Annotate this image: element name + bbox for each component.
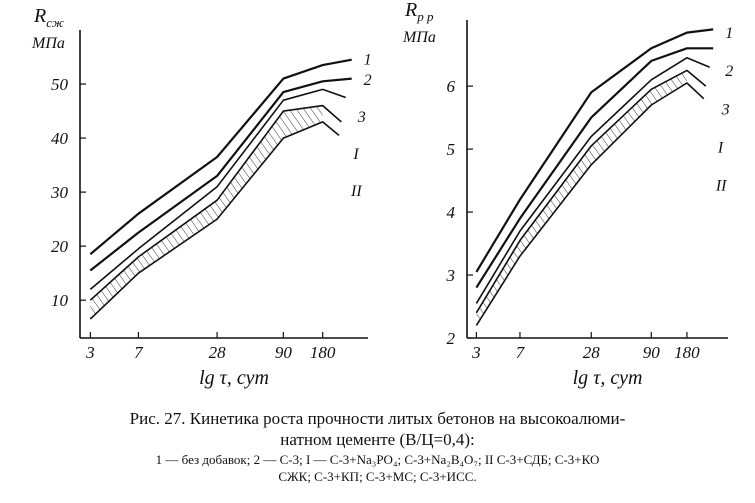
series-label-2: 2 bbox=[725, 63, 733, 80]
hatched-band bbox=[90, 105, 323, 320]
series-line-3 bbox=[89, 88, 346, 291]
y-axis-label: Rсж bbox=[33, 5, 64, 30]
x-tick-label: 180 bbox=[674, 343, 700, 362]
y-tick-label: 2 bbox=[447, 329, 456, 348]
series-label-3: 3 bbox=[721, 101, 730, 118]
series-label-3: 3 bbox=[357, 109, 366, 126]
series-line-II bbox=[89, 121, 340, 320]
x-tick-label: 3 bbox=[85, 343, 95, 362]
y-tick-label: 5 bbox=[447, 140, 456, 159]
y-tick-label: 3 bbox=[446, 266, 456, 285]
x-tick-label: 7 bbox=[134, 343, 144, 362]
y-tick-label: 50 bbox=[51, 75, 69, 94]
series-line-II bbox=[475, 82, 705, 326]
caption-title-line1: Рис. 27. Кинетика роста прочности литых … bbox=[129, 409, 626, 428]
y-tick-label: 40 bbox=[51, 129, 69, 148]
x-tick-label: 28 bbox=[583, 343, 601, 362]
x-axis-label: lg τ, сут bbox=[573, 367, 643, 389]
series-line-1 bbox=[89, 58, 352, 256]
x-tick-label: 90 bbox=[643, 343, 661, 362]
series-line-2 bbox=[475, 47, 714, 289]
series-label-II: II bbox=[350, 183, 362, 200]
series-label-1: 1 bbox=[725, 25, 733, 42]
series-line-3 bbox=[475, 56, 711, 304]
x-tick-label: 28 bbox=[209, 343, 227, 362]
series-line-2 bbox=[89, 77, 352, 272]
y-axis-unit-label: МПа bbox=[31, 35, 65, 52]
y-tick-label: 20 bbox=[51, 237, 69, 256]
y-axis-label: Rр р bbox=[404, 0, 434, 24]
series-label-1: 1 bbox=[364, 52, 372, 69]
y-tick-label: 6 bbox=[447, 77, 456, 96]
x-tick-label: 90 bbox=[275, 343, 293, 362]
figure-caption: Рис. 27. Кинетика роста прочности литых … bbox=[0, 408, 755, 484]
series-label-II: II bbox=[715, 178, 727, 195]
series-label-2: 2 bbox=[364, 72, 372, 89]
y-axis-unit-label: МПа bbox=[402, 29, 436, 46]
y-tick-label: 30 bbox=[50, 183, 69, 202]
caption-title-line2: натном цементе (В/Ц=0,4): bbox=[280, 430, 475, 449]
x-tick-label: 7 bbox=[516, 343, 526, 362]
y-tick-label: 4 bbox=[447, 203, 456, 222]
series-label-I: I bbox=[352, 146, 359, 163]
x-tick-label: 3 bbox=[471, 343, 481, 362]
series-line-I bbox=[89, 104, 342, 301]
x-tick-label: 180 bbox=[310, 343, 336, 362]
caption-legend-line2: СЖК; С-3+КП; С-3+МС; С-3+ИСС. bbox=[278, 469, 477, 484]
x-axis-label: lg τ, сут bbox=[199, 367, 269, 389]
series-line-I bbox=[475, 69, 707, 314]
series-line-1 bbox=[475, 28, 714, 273]
y-tick-label: 10 bbox=[51, 291, 69, 310]
series-label-I: I bbox=[717, 139, 724, 156]
caption-legend-line1: 1 — без добавок; 2 — С-3; I — С-3+Na₃PO₄… bbox=[155, 452, 600, 467]
